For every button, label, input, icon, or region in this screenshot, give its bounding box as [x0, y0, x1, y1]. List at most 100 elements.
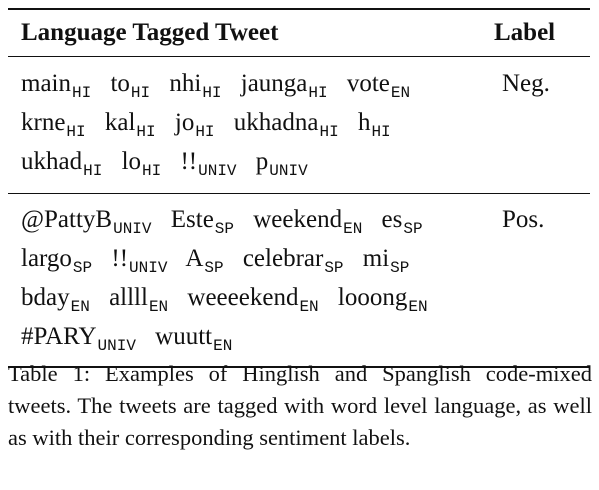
tagged-token: toHI [110, 70, 150, 102]
language-tag: SP [403, 220, 423, 238]
tagged-token: celebrarSP [242, 245, 344, 277]
tagged-token: wuuttEN [155, 323, 232, 355]
token-word: to [110, 70, 130, 97]
token-word: h [357, 109, 371, 136]
language-tag: HI [136, 123, 156, 141]
language-tag: UNIV [97, 337, 136, 355]
token-word: es [381, 206, 403, 233]
label-cell: Pos. [502, 206, 545, 233]
tweet-cell: @PattyBUNIV EsteSP weekendEN esSP largoS… [8, 202, 494, 358]
token-word: #PARY [21, 323, 97, 350]
row-rule [8, 193, 590, 194]
language-tag: EN [70, 298, 90, 316]
token-word: p [255, 148, 269, 175]
language-tag: HI [83, 162, 103, 180]
tagged-token: weeeekendEN [187, 284, 318, 316]
language-tag: EN [390, 84, 411, 102]
language-tag: SP [324, 259, 344, 277]
token-word: mi [362, 245, 390, 272]
tagged-token: loHI [121, 148, 162, 180]
tagged-token: joHI [174, 109, 215, 141]
token-word: jaunga [240, 70, 308, 97]
token-word: lo [121, 148, 142, 175]
token-word: A [185, 245, 204, 272]
token-word: @PattyB [21, 206, 113, 233]
language-tag: EN [213, 337, 233, 355]
language-tag: HI [308, 84, 328, 102]
table-bottom-rule [8, 366, 590, 368]
language-tag: SP [214, 220, 234, 238]
language-tag: HI [195, 123, 215, 141]
token-word: ukhad [21, 148, 83, 175]
tagged-token: jaungaHI [240, 70, 328, 102]
language-tag: UNIV [198, 162, 237, 180]
token-word: wuutt [155, 323, 213, 350]
tagged-token: pUNIV [255, 148, 308, 180]
token-word: weeeekend [187, 284, 299, 311]
header-tweet: Language Tagged Tweet [21, 19, 279, 46]
token-word: kal [104, 109, 136, 136]
token-word: !! [180, 148, 198, 175]
tagged-token: ukhadHI [21, 148, 102, 180]
tagged-token: allllEN [109, 284, 168, 316]
language-tag: SP [204, 259, 224, 277]
language-tag: HI [319, 123, 339, 141]
tagged-token: ASP [185, 245, 223, 277]
tagged-token: kalHI [104, 109, 156, 141]
language-tag: HI [72, 84, 92, 102]
language-tag: HI [202, 84, 222, 102]
tagged-token: esSP [381, 206, 423, 238]
table-header-row: Language Tagged Tweet Label [8, 10, 590, 56]
language-tag: UNIV [269, 162, 308, 180]
label-cell: Neg. [502, 70, 550, 97]
language-tag: HI [142, 162, 162, 180]
header-rule [8, 56, 590, 57]
language-tag: EN [408, 298, 428, 316]
tagged-token: #PARYUNIV [21, 323, 136, 355]
token-word: Este [170, 206, 214, 233]
token-word: bday [21, 284, 70, 311]
token-word: allll [109, 284, 148, 311]
tagged-token: @PattyBUNIV [21, 206, 152, 238]
token-word: weekend [253, 206, 343, 233]
token-word: ukhadna [233, 109, 319, 136]
tagged-token: voteEN [346, 70, 410, 102]
token-word: largo [21, 245, 72, 272]
tagged-token: !!UNIV [111, 245, 167, 277]
token-word: vote [346, 70, 390, 97]
language-tag: HI [66, 123, 86, 141]
tweet-cell: mainHI toHI nhiHI jaungaHI voteEN krneHI… [8, 66, 494, 183]
language-tag: EN [299, 298, 319, 316]
token-word: !! [111, 245, 129, 272]
tagged-token: mainHI [21, 70, 91, 102]
tagged-token: EsteSP [170, 206, 234, 238]
token-word: looong [337, 284, 408, 311]
token-word: krne [21, 109, 66, 136]
tagged-token: bdayEN [21, 284, 90, 316]
tagged-token: krneHI [21, 109, 86, 141]
language-tag: UNIV [129, 259, 168, 277]
token-word: celebrar [242, 245, 324, 272]
language-tag: HI [130, 84, 151, 102]
language-tag: UNIV [113, 220, 152, 238]
table-row: mainHI toHI nhiHI jaungaHI voteEN krneHI… [8, 57, 590, 193]
language-tag: SP [72, 259, 93, 277]
token-word: jo [174, 109, 195, 136]
tagged-token: ukhadnaHI [233, 109, 339, 141]
tagged-token: miSP [362, 245, 410, 277]
language-tag: EN [343, 220, 363, 238]
tagged-token: nhiHI [169, 70, 221, 102]
language-tag: SP [390, 259, 410, 277]
table-caption: Table 1: Examples of Hinglish and Spangl… [8, 361, 592, 450]
table-top-rule [8, 8, 590, 10]
header-label: Label [494, 19, 556, 46]
token-word: nhi [169, 70, 202, 97]
tagged-token: hHI [357, 109, 391, 141]
tagged-token: weekendEN [253, 206, 362, 238]
table-row: @PattyBUNIV EsteSP weekendEN esSP largoS… [8, 194, 590, 366]
language-tag: EN [148, 298, 169, 316]
language-tag: HI [371, 123, 391, 141]
tagged-token: looongEN [337, 284, 428, 316]
tweet-table: Language Tagged Tweet Label mainHI toHI … [8, 8, 590, 368]
tagged-token: !!UNIV [180, 148, 236, 180]
